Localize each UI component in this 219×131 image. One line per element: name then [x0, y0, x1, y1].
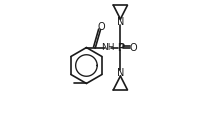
Text: N: N	[117, 17, 124, 27]
Text: N: N	[117, 68, 124, 78]
Text: P: P	[117, 43, 124, 53]
Text: NH: NH	[101, 43, 115, 52]
Text: O: O	[129, 43, 137, 53]
Text: O: O	[98, 22, 106, 32]
